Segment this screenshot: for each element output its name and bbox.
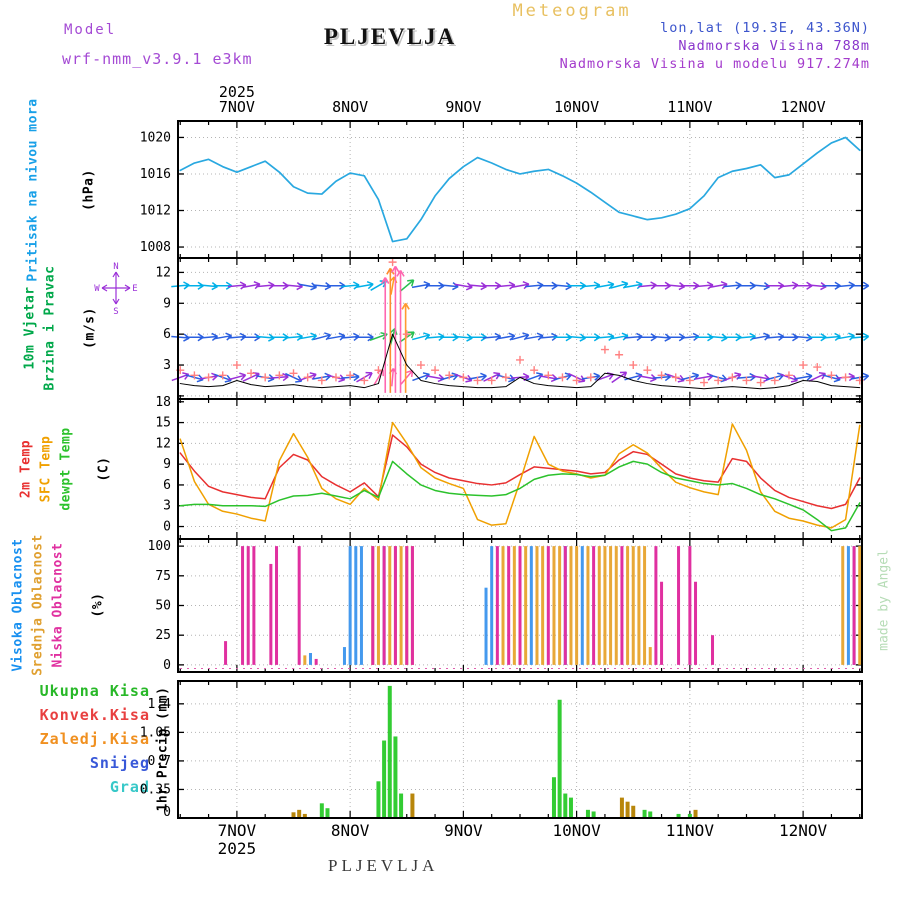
svg-text:0.35: 0.35 — [140, 782, 171, 797]
svg-text:2025: 2025 — [218, 839, 257, 858]
svg-text:12: 12 — [155, 436, 171, 451]
svg-text:1.4: 1.4 — [148, 697, 172, 712]
svg-text:18: 18 — [155, 395, 171, 410]
svg-text:1.05: 1.05 — [140, 725, 171, 740]
svg-text:0: 0 — [163, 658, 171, 673]
model-elevation-label: Nadmorska Visina u modelu 917.274m — [559, 56, 870, 72]
svg-text:3: 3 — [163, 499, 171, 514]
model-label: Model — [64, 22, 117, 38]
svg-text:7NOV: 7NOV — [219, 98, 255, 116]
elevation-label: Nadmorska Visina 788m — [678, 38, 870, 54]
svg-text:1008: 1008 — [140, 240, 171, 255]
svg-text:9NOV: 9NOV — [445, 98, 481, 116]
svg-text:8NOV: 8NOV — [332, 98, 368, 116]
precip-total-label: Ukupna Kisa — [39, 682, 150, 700]
footer-station: PLJEVLJA — [328, 856, 439, 875]
precip-convective-label: Konvek.Kisa — [39, 706, 150, 724]
compass-e: E — [132, 284, 137, 294]
svg-text:12NOV: 12NOV — [779, 821, 828, 840]
svg-text:10NOV: 10NOV — [554, 98, 599, 116]
compass-s: S — [113, 307, 118, 316]
svg-text:7NOV: 7NOV — [218, 821, 257, 840]
svg-text:8NOV: 8NOV — [331, 821, 370, 840]
compass-w: W — [94, 284, 100, 294]
svg-text:9: 9 — [163, 457, 171, 472]
model-name: wrf-nmm_v3.9.1 e3km — [62, 50, 253, 68]
svg-text:15: 15 — [155, 416, 171, 431]
svg-text:9NOV: 9NOV — [444, 821, 483, 840]
svg-text:1016: 1016 — [140, 167, 171, 182]
svg-text:50: 50 — [155, 599, 171, 614]
precip-hail-label: Grad — [109, 778, 150, 796]
svg-text:10NOV: 10NOV — [553, 821, 602, 840]
svg-text:0.7: 0.7 — [148, 754, 171, 769]
svg-text:0: 0 — [163, 805, 171, 820]
precip-snow-label: Snijeg — [89, 754, 150, 772]
svg-text:6: 6 — [163, 327, 171, 342]
lonlat-label: lon,lat (19.3E, 43.36N) — [660, 20, 870, 36]
svg-text:1020: 1020 — [140, 130, 171, 145]
meteogram-watermark: Meteogram — [512, 1, 632, 21]
svg-text:11NOV: 11NOV — [666, 821, 715, 840]
svg-text:11NOV: 11NOV — [667, 98, 712, 116]
precip-freezing-label: Zaledj.Kisa — [39, 730, 150, 748]
svg-text:9: 9 — [163, 296, 171, 311]
compass-icon: N S W E — [94, 262, 137, 316]
svg-text:2025: 2025 — [219, 83, 255, 101]
svg-text:25: 25 — [155, 628, 171, 643]
compass-n: N — [113, 262, 118, 272]
svg-text:3: 3 — [163, 358, 171, 373]
svg-text:1012: 1012 — [140, 204, 171, 219]
svg-text:12NOV: 12NOV — [781, 98, 826, 116]
svg-text:75: 75 — [155, 569, 171, 584]
svg-text:100: 100 — [148, 539, 171, 554]
svg-text:6: 6 — [163, 478, 171, 493]
station-title: PLJEVLJA — [323, 24, 457, 49]
svg-text:12: 12 — [155, 265, 171, 280]
svg-text:0: 0 — [163, 520, 171, 535]
